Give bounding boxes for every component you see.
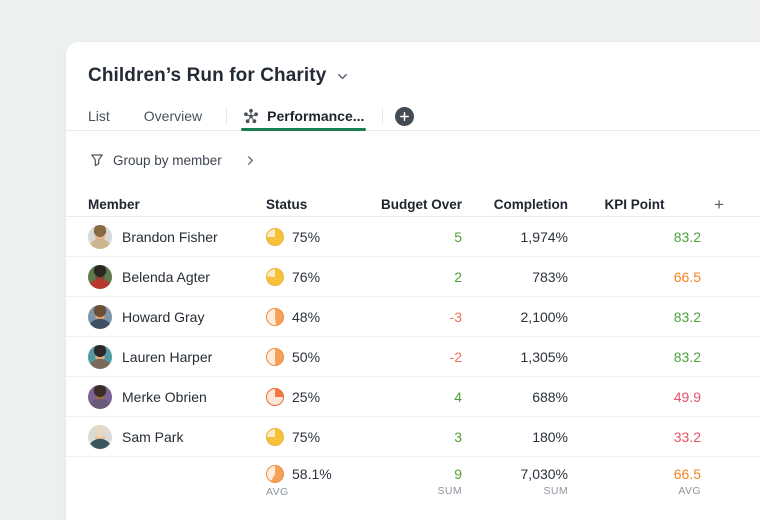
column-header-kpi-point[interactable]: KPI Point — [604, 197, 665, 212]
view-card: Children’s Run for Charity List Overview — [66, 42, 760, 520]
tab-overview-label: Overview — [143, 108, 203, 124]
tab-overview[interactable]: Overview — [144, 102, 202, 130]
completion-value: 2,100% — [520, 308, 568, 325]
avatar — [88, 224, 112, 249]
group-by-label: Group by member — [113, 152, 222, 168]
budget-over-value: 5 — [454, 228, 462, 245]
kpi-value: 66.5 — [673, 268, 701, 285]
status-value: 25% — [292, 388, 321, 405]
budget-over-value: 3 — [454, 428, 462, 445]
completion-value: 688% — [532, 388, 568, 405]
member-name: Brandon Fisher — [122, 228, 218, 245]
table-row[interactable]: Merke Obrien 25% 4 688% 49.9 — [66, 377, 760, 417]
status-pie — [266, 307, 284, 326]
completion-aggregate: 7,030% SUM — [462, 466, 568, 497]
member-name: Merke Obrien — [122, 388, 207, 405]
table-row[interactable]: Howard Gray 48% -3 2,100% 83.2 — [66, 297, 760, 337]
status-avg-value: 58.1% — [292, 465, 332, 482]
avatar — [88, 264, 112, 289]
table-row[interactable]: Belenda Agter 76% 2 783% 66.5 — [66, 257, 760, 297]
avatar — [88, 424, 112, 449]
budget-over-value: -3 — [449, 308, 462, 325]
table-footer-row: 58.1% AVG 9 SUM 7,030% SUM 66.5 AVG — [66, 457, 760, 505]
add-column-icon[interactable]: + — [714, 194, 724, 214]
group-by-toolbar[interactable]: Group by member — [66, 147, 760, 173]
status-value: 48% — [292, 308, 321, 325]
completion-value: 180% — [532, 428, 568, 445]
chevron-down-icon[interactable] — [336, 70, 349, 83]
aggregate-label: SUM — [437, 484, 462, 497]
column-header-budget-over[interactable]: Budget Over — [380, 197, 462, 212]
completion-sum-value: 7,030% — [520, 465, 568, 482]
status-pie — [266, 267, 284, 286]
avatar — [88, 344, 112, 369]
avatar — [88, 384, 112, 409]
member-name: Sam Park — [122, 428, 184, 445]
completion-value: 1,305% — [520, 348, 568, 365]
table-row[interactable]: Brandon Fisher 75% 5 1,974% 83.2 — [66, 217, 760, 257]
kpi-value: 49.9 — [673, 388, 701, 405]
status-value: 50% — [292, 348, 321, 365]
performance-view-icon — [243, 108, 259, 124]
completion-value: 783% — [532, 268, 568, 285]
column-header-status[interactable]: Status — [266, 197, 308, 212]
status-pie — [266, 387, 284, 406]
chevron-right-icon[interactable] — [245, 155, 256, 166]
status-pie — [266, 427, 284, 446]
budget-over-value: 2 — [454, 268, 462, 285]
status-value: 75% — [292, 228, 321, 245]
view-header: Children’s Run for Charity — [66, 42, 760, 90]
member-name: Howard Gray — [122, 308, 205, 325]
avatar — [88, 304, 112, 329]
completion-value: 1,974% — [520, 228, 568, 245]
kpi-value: 83.2 — [673, 348, 701, 365]
status-value: 76% — [292, 268, 321, 285]
budget-over-value: -2 — [449, 348, 462, 365]
aggregate-label: AVG — [266, 485, 289, 498]
tab-list[interactable]: List — [88, 102, 110, 130]
tab-performance[interactable]: Performance... — [241, 102, 367, 131]
aggregate-label: SUM — [543, 484, 568, 497]
kpi-avg-value: 66.5 — [673, 465, 701, 482]
kpi-aggregate: 66.5 AVG — [568, 466, 701, 497]
plus-icon — [399, 111, 410, 122]
budget-aggregate: 9 SUM — [376, 466, 462, 497]
member-name: Lauren Harper — [122, 348, 213, 365]
kpi-value: 83.2 — [673, 228, 701, 245]
status-pie — [266, 227, 284, 246]
tab-list-label: List — [88, 108, 110, 124]
budget-over-value: 4 — [454, 388, 462, 405]
filter-icon — [90, 153, 104, 167]
tab-divider — [226, 108, 228, 124]
budget-sum-value: 9 — [454, 465, 462, 482]
table-row[interactable]: Sam Park 75% 3 180% 33.2 — [66, 417, 760, 457]
aggregate-label: AVG — [678, 484, 701, 497]
tab-divider — [382, 108, 384, 124]
page-title: Children’s Run for Charity — [88, 65, 327, 86]
status-aggregate: 58.1% AVG — [266, 464, 376, 498]
table-header-row: Member Status Budget Over Completion KPI… — [66, 193, 760, 217]
status-value: 75% — [292, 428, 321, 445]
kpi-value: 83.2 — [673, 308, 701, 325]
add-view-button[interactable] — [395, 106, 415, 126]
tab-bar: List Overview Performance... — [66, 102, 760, 131]
table-row[interactable]: Lauren Harper 50% -2 1,305% 83.2 — [66, 337, 760, 377]
tab-performance-label: Performance... — [267, 108, 365, 124]
column-header-member[interactable]: Member — [88, 197, 140, 212]
column-header-completion[interactable]: Completion — [493, 197, 568, 212]
kpi-value: 33.2 — [673, 428, 701, 445]
status-pie — [266, 464, 284, 483]
member-name: Belenda Agter — [122, 268, 210, 285]
status-pie — [266, 347, 284, 366]
